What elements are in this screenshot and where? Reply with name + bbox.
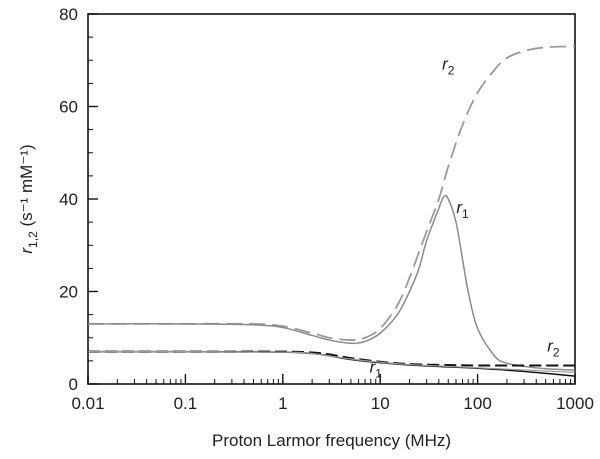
series-annotation-r2: r2 <box>442 55 455 78</box>
x-tick-label: 1 <box>278 394 287 413</box>
series-annotation-r2: r2 <box>547 337 560 360</box>
ticks <box>87 13 576 385</box>
series-annotation-r1: r1 <box>456 198 469 221</box>
y-tick-label: 40 <box>59 190 78 209</box>
series-line-gray-dashed <box>87 45 576 341</box>
x-tick-label: 10 <box>371 394 390 413</box>
x-tick-label: 100 <box>463 394 491 413</box>
y-axis-label: r1,2 (s⁻¹ mM⁻¹) <box>17 144 40 253</box>
y-tick-label: 0 <box>69 375 78 394</box>
x-tick-label: 0.1 <box>174 394 198 413</box>
series-line-gray-thin <box>87 350 576 374</box>
y-tick-label: 80 <box>59 5 78 24</box>
series-line-gray-solid <box>87 194 576 371</box>
series-line-black-dashed <box>87 350 575 367</box>
series-group <box>87 45 576 377</box>
plot-frame <box>87 13 576 385</box>
x-tick-label: 1000 <box>556 394 594 413</box>
x-axis-label: Proton Larmor frequency (MHz) <box>212 431 451 450</box>
axes <box>87 13 576 385</box>
x-tick-label: 0.01 <box>71 394 104 413</box>
tick-labels: 0.01 0.1 1 10 100 1000 0 20 40 60 80 <box>59 5 594 413</box>
y-tick-label: 20 <box>59 283 78 302</box>
y-tick-label: 60 <box>59 98 78 117</box>
annotations: r2 r1 r2 r1 <box>370 55 560 381</box>
series-annotation-r1: r1 <box>370 357 383 380</box>
